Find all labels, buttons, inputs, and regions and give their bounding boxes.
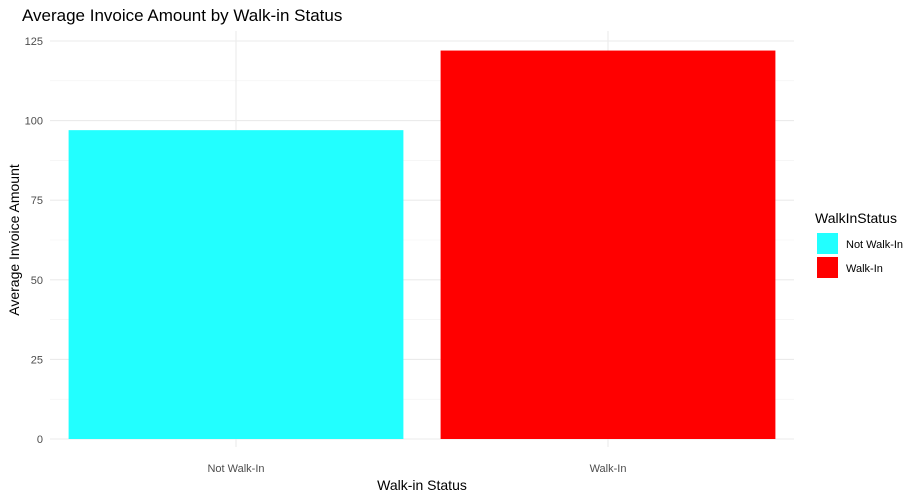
x-axis-title: Walk-in Status — [377, 477, 467, 493]
x-tick-label: Not Walk-In — [207, 463, 264, 475]
bar-not-walk-in — [68, 130, 404, 440]
y-tick-label: 100 — [25, 116, 43, 128]
legend-key — [817, 257, 838, 278]
y-tick-label: 125 — [25, 36, 43, 48]
y-axis-ticks: 0 25 50 75 100 125 — [25, 36, 43, 446]
y-tick-label: 75 — [31, 195, 43, 207]
legend: WalkInStatus Not Walk-In Walk-In — [815, 210, 903, 278]
x-axis-ticks: Not Walk-In Walk-In — [207, 463, 626, 475]
bar-walk-in — [440, 50, 776, 439]
legend-label: Walk-In — [846, 263, 883, 275]
y-tick-label: 25 — [31, 354, 43, 366]
x-tick-label: Walk-In — [590, 463, 627, 475]
legend-label: Not Walk-In — [846, 239, 903, 251]
legend-key — [817, 233, 838, 254]
y-tick-label: 0 — [37, 434, 43, 446]
bars — [68, 50, 776, 440]
y-axis-title: Average Invoice Amount — [6, 164, 22, 316]
chart-title: Average Invoice Amount by Walk-in Status — [22, 6, 342, 25]
legend-title: WalkInStatus — [815, 210, 897, 226]
y-tick-label: 50 — [31, 275, 43, 287]
